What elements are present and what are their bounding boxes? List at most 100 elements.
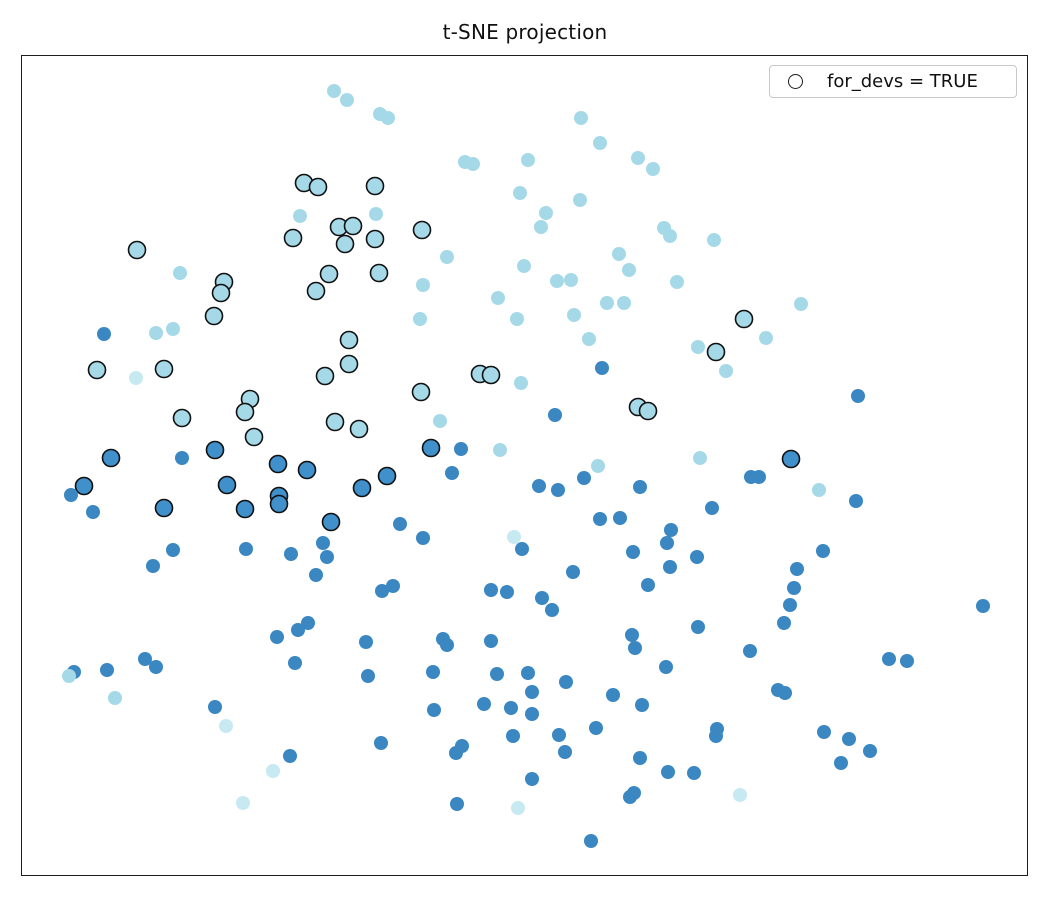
scatter-point (416, 278, 430, 292)
scatter-point (315, 366, 335, 386)
scatter-point (635, 698, 649, 712)
scatter-point (660, 536, 674, 550)
scatter-point (842, 732, 856, 746)
scatter-point (412, 220, 432, 240)
scatter-point (288, 656, 302, 670)
scatter-point (535, 591, 549, 605)
scatter-point (369, 263, 389, 283)
scatter-point (534, 220, 548, 234)
scatter-point (589, 721, 603, 735)
scatter-point (319, 264, 339, 284)
scatter-point (339, 354, 359, 374)
scatter-point (591, 459, 605, 473)
scatter-point (466, 157, 480, 171)
scatter-point (787, 581, 801, 595)
scatter-point (659, 660, 673, 674)
scatter-point (593, 136, 607, 150)
scatter-point (320, 550, 334, 564)
scatter-point (309, 568, 323, 582)
scatter-point (268, 454, 288, 474)
scatter-point (493, 443, 507, 457)
scatter-point (816, 544, 830, 558)
plot-area: for_devs = TRUE (21, 55, 1028, 876)
scatter-point (477, 697, 491, 711)
scatter-point (138, 652, 152, 666)
scatter-point (507, 530, 521, 544)
scatter-point (416, 531, 430, 545)
scatter-point (236, 796, 250, 810)
scatter-point (548, 408, 562, 422)
scatter-point (849, 494, 863, 508)
scatter-point (573, 193, 587, 207)
scatter-point (834, 756, 848, 770)
scatter-point (514, 376, 528, 390)
scatter-point (490, 667, 504, 681)
scatter-point (172, 408, 192, 428)
scatter-point (491, 291, 505, 305)
scatter-point (663, 229, 677, 243)
scatter-point (204, 306, 224, 326)
scatter-point (427, 703, 441, 717)
scatter-point (628, 641, 642, 655)
scatter-point (283, 749, 297, 763)
scatter-point (173, 266, 187, 280)
scatter-point (413, 312, 427, 326)
scatter-point (440, 638, 454, 652)
scatter-point (626, 545, 640, 559)
scatter-point (627, 786, 641, 800)
scatter-point (706, 342, 726, 362)
scatter-point (633, 751, 647, 765)
scatter-point (235, 402, 255, 422)
scatter-point (500, 585, 514, 599)
scatter-point (743, 644, 757, 658)
scatter-point (539, 206, 553, 220)
scatter-point (291, 623, 305, 637)
scatter-point (517, 259, 531, 273)
scatter-point (705, 501, 719, 515)
scatter-point (976, 599, 990, 613)
scatter-point (521, 666, 535, 680)
scatter-point (574, 111, 588, 125)
scatter-point (284, 547, 298, 561)
scatter-point (308, 177, 328, 197)
scatter-point (707, 233, 721, 247)
scatter-point (343, 216, 363, 236)
scatter-point (359, 635, 373, 649)
scatter-point (863, 744, 877, 758)
scatter-point (545, 603, 559, 617)
scatter-point (293, 209, 307, 223)
scatter-point (219, 719, 233, 733)
scatter-point (365, 229, 385, 249)
scatter-point (154, 359, 174, 379)
scatter-point (321, 512, 341, 532)
scatter-point (64, 488, 78, 502)
scatter-point (481, 365, 501, 385)
scatter-point (97, 327, 111, 341)
scatter-point (577, 471, 591, 485)
scatter-point (733, 788, 747, 802)
scatter-point (325, 412, 345, 432)
scatter-point (101, 448, 121, 468)
scatter-point (217, 475, 237, 495)
scatter-point (687, 766, 701, 780)
scatter-point (513, 186, 527, 200)
open-circle-marker-icon (788, 74, 803, 89)
scatter-point (100, 663, 114, 677)
scatter-point (86, 505, 100, 519)
scatter-point (595, 361, 609, 375)
scatter-point (691, 620, 705, 634)
scatter-point (646, 162, 660, 176)
scatter-point (361, 669, 375, 683)
scatter-point (625, 628, 639, 642)
scatter-point (239, 542, 253, 556)
scatter-point (567, 308, 581, 322)
scatter-point (146, 559, 160, 573)
scatter-point (211, 283, 231, 303)
scatter-point (349, 419, 369, 439)
scatter-point (440, 250, 454, 264)
scatter-point (525, 772, 539, 786)
scatter-point (506, 729, 520, 743)
scatter-point (269, 494, 289, 514)
scatter-point (900, 654, 914, 668)
scatter-point (670, 275, 684, 289)
